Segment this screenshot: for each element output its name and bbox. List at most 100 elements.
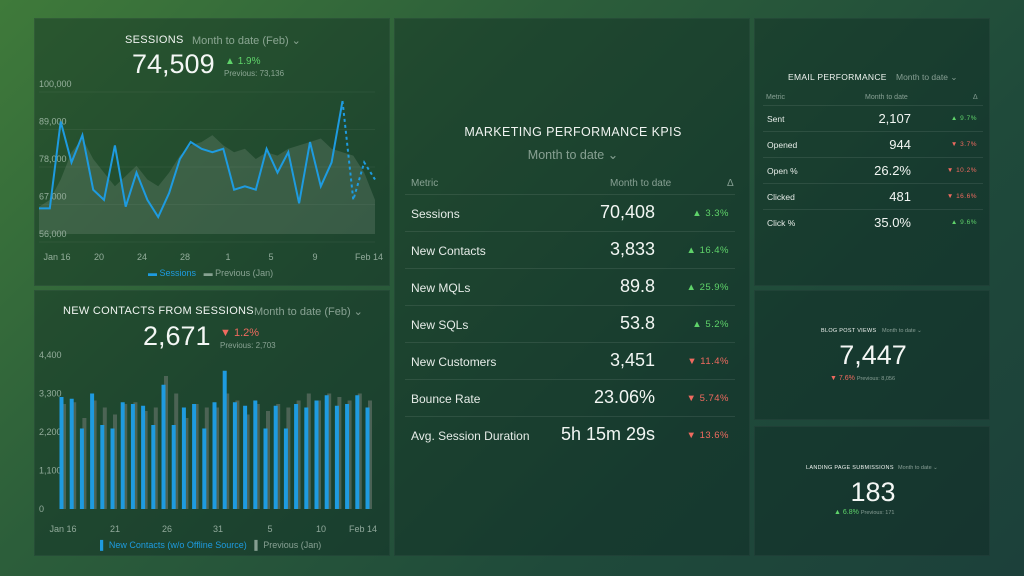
x-tick-label: 24 <box>137 252 147 262</box>
sessions-line-partial <box>341 100 376 201</box>
contacts-bar <box>151 425 156 509</box>
contacts-delta: ▼ 1.2% <box>220 327 259 339</box>
previous-bar <box>317 400 321 509</box>
email-value: 26.2% <box>874 163 911 178</box>
x-tick-label: 21 <box>110 524 120 534</box>
previous-bar <box>296 400 301 509</box>
chevron-down-icon: ⌄ <box>353 306 363 318</box>
email-col-value: Month to date <box>865 94 908 101</box>
email-delta-value: 9.7% <box>960 115 977 122</box>
y-tick-label: 2,200 <box>39 427 62 437</box>
x-tick-label: 9 <box>312 252 317 262</box>
contacts-bar <box>314 400 319 509</box>
kpi-delta-value: 3.3% <box>705 208 729 219</box>
arrow-up-icon: ▲ <box>950 219 958 226</box>
email-range-dropdown[interactable]: Month to date ⌄ <box>896 72 957 83</box>
contacts-range-label: Month to date (Feb) <box>254 306 351 318</box>
email-delta: ▼ 3.7% <box>951 141 977 148</box>
previous-bar <box>368 400 372 509</box>
kpi-row: New Customers 3,451 ▼ 11.4% <box>405 342 735 380</box>
contacts-bar <box>181 407 186 509</box>
kpi-value: 3,833 <box>609 239 655 259</box>
previous-bar <box>266 411 270 509</box>
arrow-up-icon: ▲ <box>225 56 235 67</box>
x-tick-label: Jan 16 <box>49 524 76 534</box>
kpi-value: 3,451 <box>609 350 655 370</box>
previous-bar <box>72 402 77 509</box>
blog-value: 7,447 <box>839 340 907 370</box>
blog-previous: Previous: 8,056 <box>856 376 896 382</box>
blog-range-dropdown[interactable]: Month to date ⌄ <box>882 328 922 334</box>
email-row: Open % 26.2% ▼ 10.2% <box>763 157 983 184</box>
kpi-delta-value: 5.2% <box>705 319 729 330</box>
previous-bar <box>245 414 250 509</box>
blog-delta-row: ▼ 7.6% Previous: 8,056 <box>830 375 895 382</box>
previous-bar <box>306 393 311 509</box>
contacts-legend-current: New Contacts (w/o Offline Source) <box>108 540 247 550</box>
previous-bar <box>255 404 260 509</box>
previous-bar <box>92 400 97 509</box>
y-tick-label: 1,100 <box>39 466 62 476</box>
y-tick-label: 56,000 <box>39 229 67 239</box>
contacts-bar <box>79 428 84 509</box>
email-row: Opened 944 ▼ 3.7% <box>763 131 983 158</box>
blog-title: BLOG POST VIEWS <box>821 328 877 334</box>
contacts-bar <box>171 425 176 509</box>
contacts-bar <box>100 425 105 509</box>
blog-range-label: Month to date <box>882 328 916 334</box>
previous-bar <box>184 418 189 509</box>
previous-bar <box>164 376 168 509</box>
kpi-delta: ▲ 5.2% <box>692 319 729 330</box>
contacts-bar <box>120 402 125 509</box>
email-metric: Click % <box>767 218 796 228</box>
contacts-legend: ▌ New Contacts (w/o Offline Source) ▌ Pr… <box>100 540 321 550</box>
email-row: Sent 2,107 ▲ 9.7% <box>763 105 983 132</box>
landing-range-label: Month to date <box>898 465 932 471</box>
contacts-bar <box>345 404 350 509</box>
kpi-value: 89.8 <box>619 276 655 296</box>
kpi-metric: New Contacts <box>411 244 486 258</box>
sessions-range-label: Month to date (Feb) <box>192 35 289 47</box>
kpi-col-value: Month to date <box>610 178 672 189</box>
email-row: Clicked 481 ▼ 16.6% <box>763 183 983 210</box>
landing-range-dropdown[interactable]: Month to date ⌄ <box>898 465 938 471</box>
email-value: 35.0% <box>874 215 911 230</box>
x-tick-label: 26 <box>162 524 172 534</box>
previous-bar <box>174 393 179 509</box>
contacts-bar <box>355 395 360 509</box>
legend-swatch-current: ▌ <box>100 540 107 550</box>
chevron-down-icon: ⌄ <box>917 328 922 334</box>
arrow-down-icon: ▼ <box>830 375 837 382</box>
previous-bar <box>235 400 240 509</box>
kpi-metric: Sessions <box>411 207 460 221</box>
email-metric: Opened <box>767 140 798 150</box>
sessions-delta-value: 1.9% <box>237 56 261 67</box>
x-tick-label: 20 <box>94 252 104 262</box>
previous-area <box>39 135 375 234</box>
email-delta-value: 10.2% <box>956 167 977 174</box>
contacts-range-dropdown[interactable]: Month to date (Feb) ⌄ <box>254 305 363 318</box>
kpi-range-label: Month to date <box>527 148 605 162</box>
x-tick-label: 5 <box>267 524 272 534</box>
sessions-title: SESSIONS <box>125 34 184 46</box>
sessions-chart: 100,000 89,000 78,000 67,000 56,000 Jan 16 20 2… <box>39 79 383 262</box>
kpi-range-dropdown[interactable]: Month to date ⌄ <box>395 147 751 162</box>
contacts-bar <box>192 404 197 509</box>
previous-bar <box>204 407 209 509</box>
x-tick-label: Jan 16 <box>43 252 70 262</box>
kpi-delta: ▲ 25.9% <box>687 282 729 293</box>
email-metric: Clicked <box>767 192 795 202</box>
y-tick-label: 67,000 <box>39 192 67 202</box>
contacts-bar <box>334 405 339 509</box>
landing-value: 183 <box>850 477 896 507</box>
arrow-down-icon: ▼ <box>946 193 954 200</box>
sessions-range-dropdown[interactable]: Month to date (Feb) ⌄ <box>192 34 301 47</box>
sessions-delta: ▲ 1.9% <box>225 56 260 67</box>
previous-bar <box>133 402 138 509</box>
arrow-up-icon: ▲ <box>834 509 841 516</box>
y-tick-label: 4,400 <box>39 350 62 360</box>
landing-delta-row: ▲ 6.8% Previous: 171 <box>834 509 894 516</box>
email-delta: ▼ 16.6% <box>947 193 977 200</box>
sessions-line <box>39 100 344 220</box>
kpi-row: New MQLs 89.8 ▲ 25.9% <box>405 268 735 306</box>
